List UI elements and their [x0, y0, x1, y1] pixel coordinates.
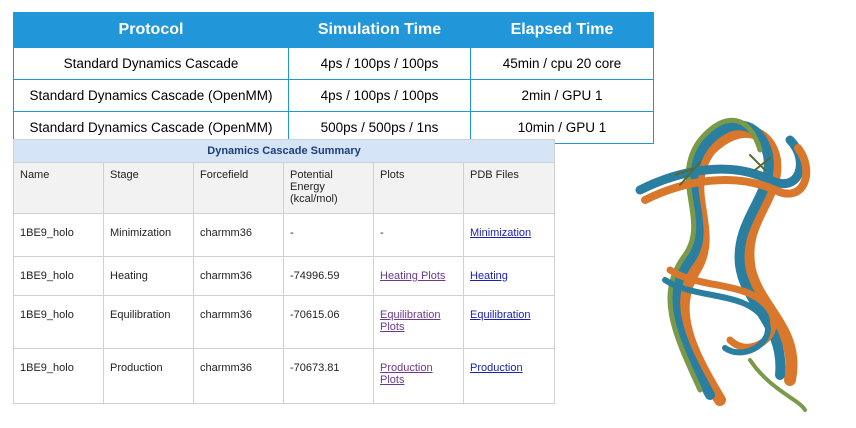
cell: charmm36 [193, 256, 284, 296]
cell: 1BE9_holo [13, 213, 104, 257]
cell: charmm36 [193, 348, 284, 404]
column-header: Forcefield [193, 162, 284, 214]
cell: 2min / GPU 1 [470, 79, 654, 112]
plots-link[interactable]: Equilibration Plots [380, 309, 441, 333]
table-row: 1BE9_holo Production charmm36 -70673.81 Prod… [13, 348, 556, 404]
column-header: Protocol [13, 12, 289, 48]
cell: 1BE9_holo [13, 348, 104, 404]
cell: Equilibration Plots [373, 295, 464, 349]
column-header: Plots [373, 162, 464, 214]
table-row: Standard Dynamics Cascade (OpenMM) 4ps / … [13, 79, 654, 112]
cell: 10min / GPU 1 [470, 111, 654, 144]
table-row: Standard Dynamics Cascade (OpenMM) 500ps … [13, 111, 654, 144]
column-header: PDB Files [462, 162, 556, 214]
pdb-link[interactable]: Production [470, 362, 523, 374]
cell: Heating [103, 256, 194, 296]
cell: 4ps / 100ps / 100ps [288, 47, 471, 80]
cell: charmm36 [193, 295, 284, 349]
cell: 45min / cpu 20 core [470, 47, 654, 80]
plots-link[interactable]: Production Plots [380, 362, 433, 386]
cell: Production Plots [373, 348, 464, 404]
cell: Equilibration [462, 295, 556, 349]
cell: - [283, 213, 374, 257]
plots-link[interactable]: Heating Plots [380, 270, 446, 282]
cell: 1BE9_holo [13, 295, 104, 349]
protein-structure [635, 117, 811, 412]
cell: Standard Dynamics Cascade (OpenMM) [13, 79, 289, 112]
summary-table: Dynamics Cascade Summary Name Stage Forcef… [12, 139, 556, 404]
cell: Heating [462, 256, 556, 296]
pdb-link[interactable]: Minimization [470, 227, 532, 239]
cell: charmm36 [193, 213, 284, 257]
cell: Minimization [462, 213, 556, 257]
column-header: Simulation Time [288, 12, 471, 48]
column-header: Stage [103, 162, 194, 214]
cell: Production [462, 348, 556, 404]
cell: Standard Dynamics Cascade (OpenMM) [13, 111, 289, 144]
cell: 4ps / 100ps / 100ps [288, 79, 471, 112]
cell: - [373, 213, 464, 257]
cell: -74996.59 [283, 256, 374, 296]
pdb-link[interactable]: Heating [470, 270, 508, 282]
cell: Minimization [103, 213, 194, 257]
timing-table: Protocol Simulation Time Elapsed Time Stan… [13, 12, 654, 144]
column-header: Name [13, 162, 104, 214]
pdb-link[interactable]: Equilibration [470, 309, 531, 321]
cell: Production [103, 348, 194, 404]
summary-title: Dynamics Cascade Summary [12, 139, 556, 163]
cell: Standard Dynamics Cascade [13, 47, 289, 80]
header-row: Protocol Simulation Time Elapsed Time [13, 12, 654, 48]
cell: 1BE9_holo [13, 256, 104, 296]
table-row: 1BE9_holo Heating charmm36 -74996.59 Heating… [13, 256, 556, 296]
column-header: Potential Energy (kcal/mol) [283, 162, 374, 214]
cell: -70673.81 [283, 348, 374, 404]
header-row: Name Stage Forcefield Potential Energy (kca… [13, 162, 556, 214]
table-row: 1BE9_holo Minimization charmm36- - Minimizat… [13, 213, 556, 257]
cell: -70615.06 [283, 295, 374, 349]
column-header: Elapsed Time [470, 12, 654, 48]
cell: Heating Plots [373, 256, 464, 296]
table-row: 1BE9_holo Equilibration charmm36 -70615.06 E… [13, 295, 556, 349]
table-row: Standard Dynamics Cascade 4ps / 100ps / 1… [13, 47, 654, 80]
cell: Equilibration [103, 295, 194, 349]
